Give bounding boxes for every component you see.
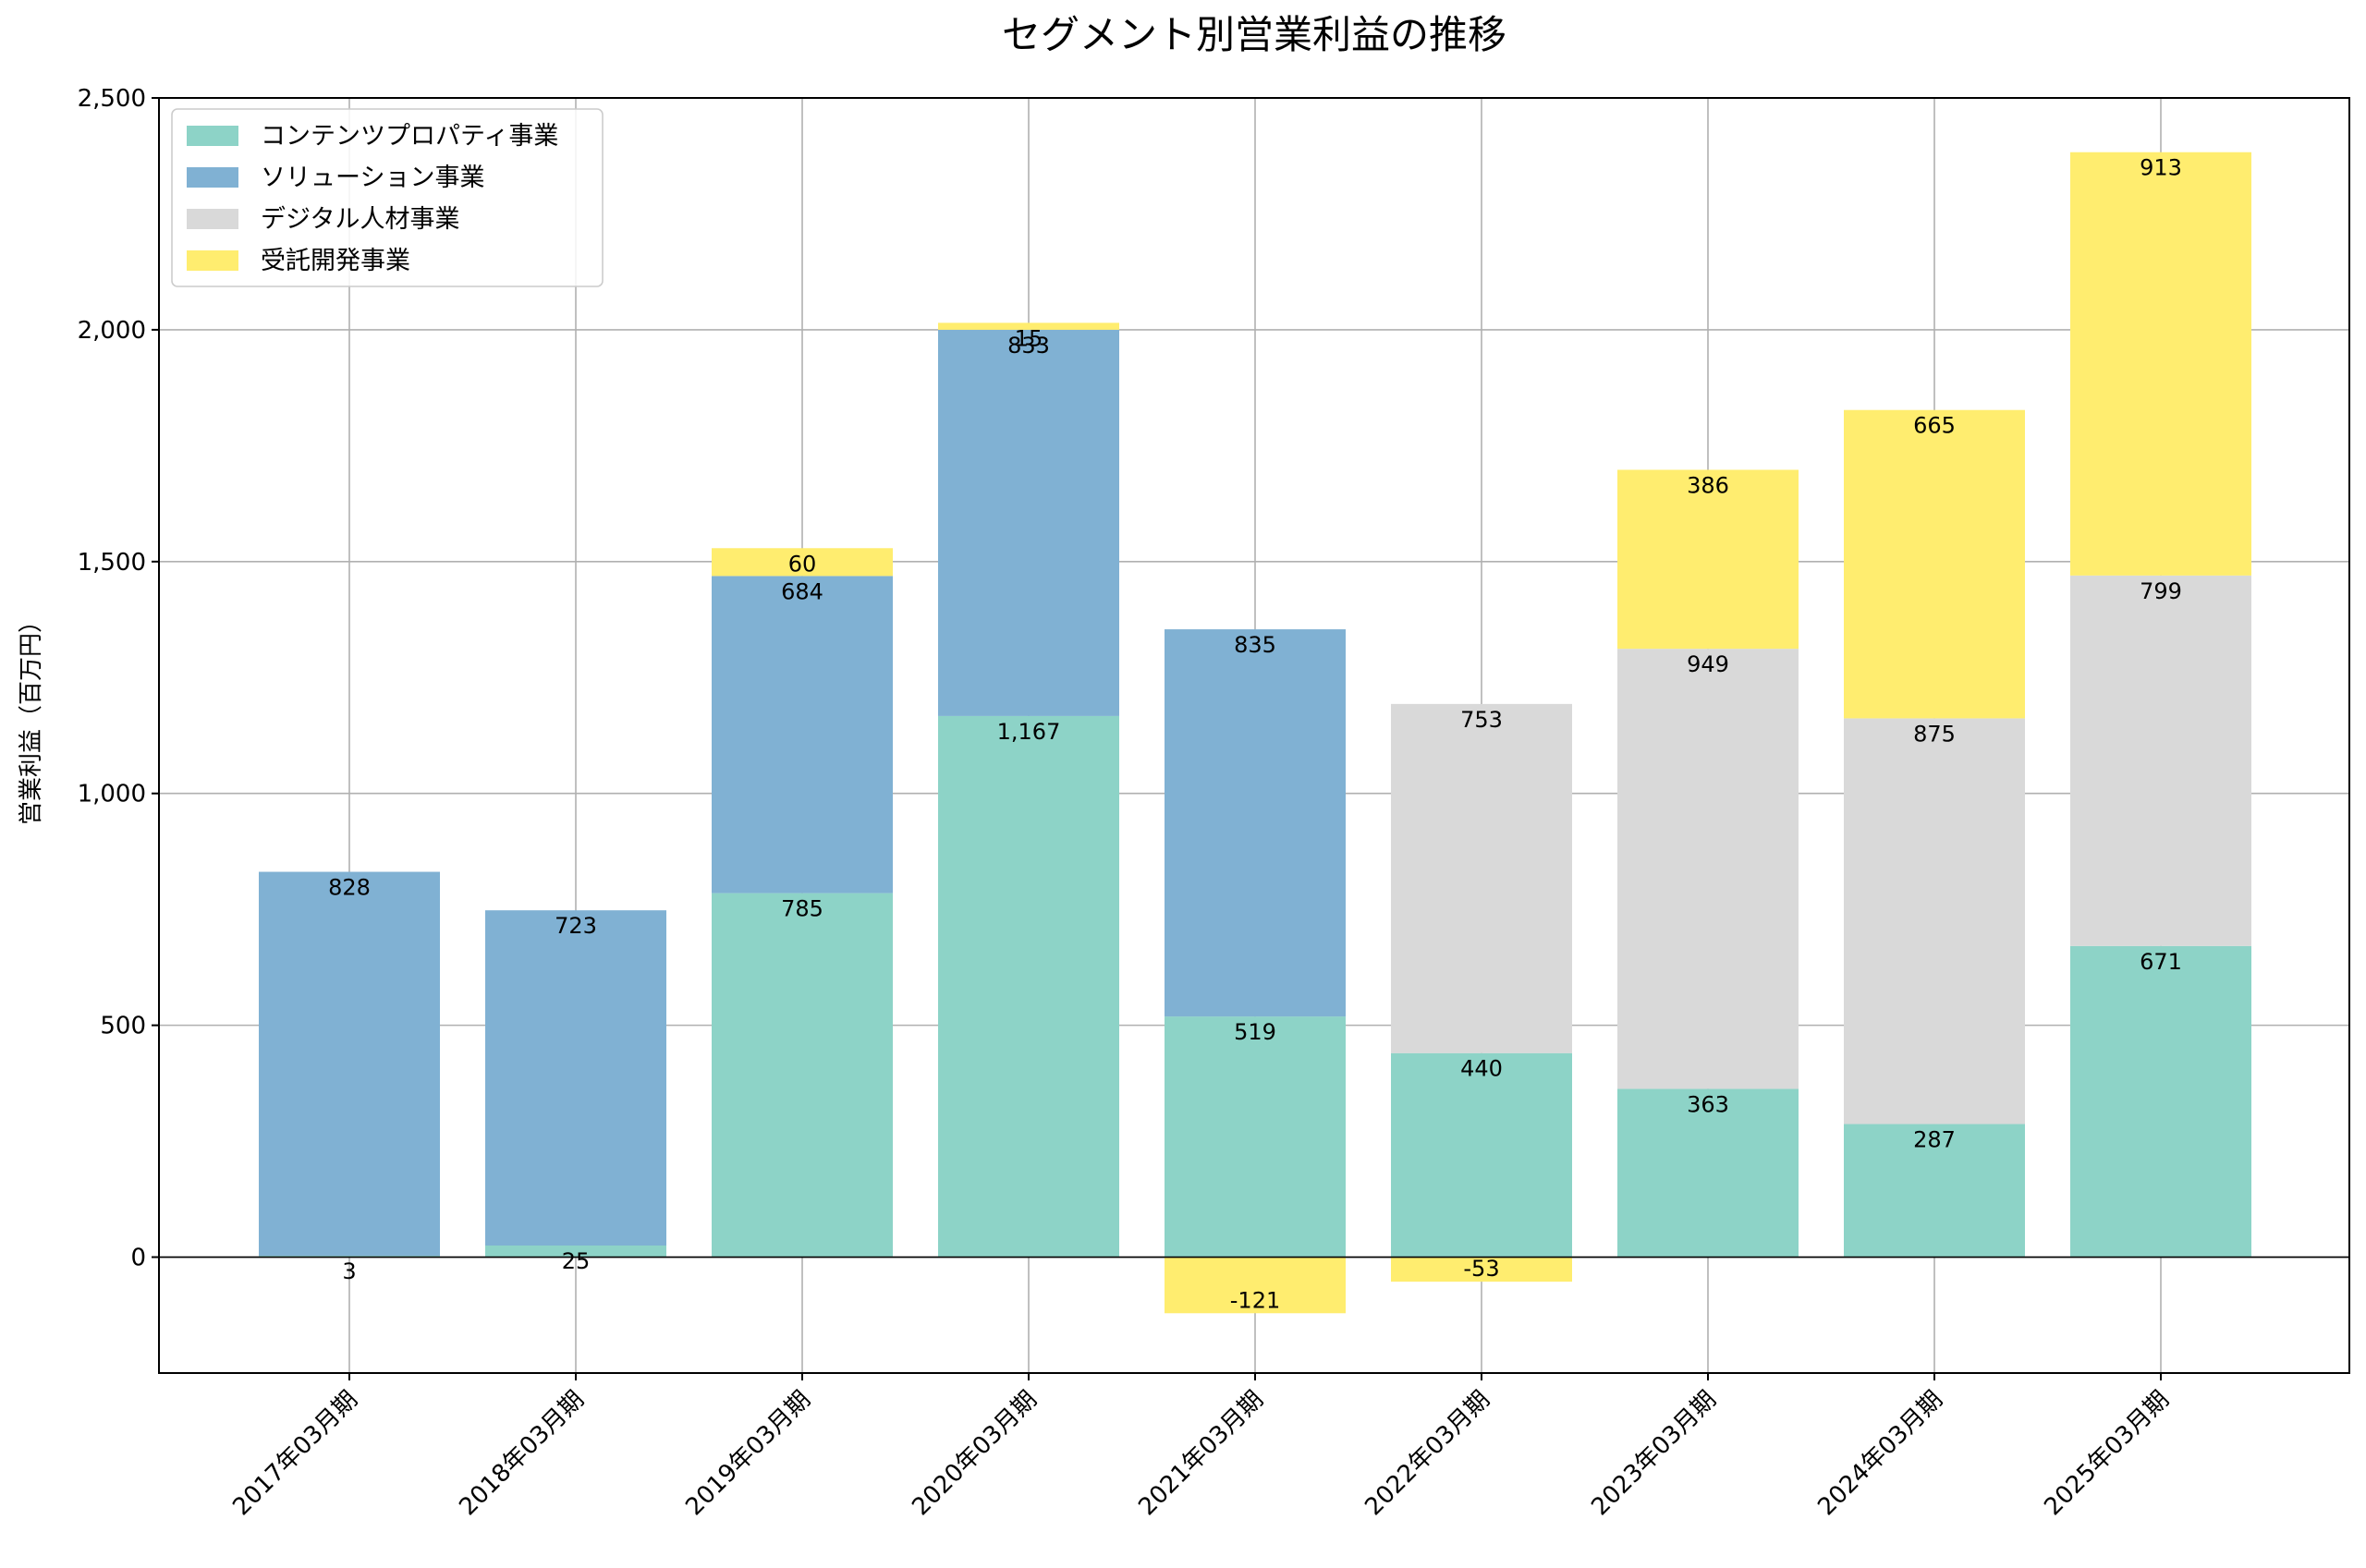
legend-swatch bbox=[187, 250, 238, 271]
bar-segment bbox=[1391, 1257, 1572, 1282]
x-tick-label: 2018年03月期 bbox=[454, 1386, 590, 1522]
value-label: 949 bbox=[1687, 651, 1729, 677]
bar-segment bbox=[1165, 629, 1346, 1017]
value-label: 3 bbox=[342, 1258, 356, 1284]
bar-segment bbox=[1617, 649, 1799, 1089]
legend-swatch bbox=[187, 209, 238, 229]
y-tick-label: 1,000 bbox=[78, 781, 146, 808]
bar-segment bbox=[938, 329, 1119, 716]
x-tick-label: 2020年03月期 bbox=[907, 1386, 1043, 1522]
y-tick-label: 1,500 bbox=[78, 549, 146, 577]
value-label: -121 bbox=[1230, 1287, 1280, 1313]
value-label: 363 bbox=[1687, 1091, 1729, 1117]
bar-segment bbox=[2070, 152, 2251, 576]
bar-segment bbox=[485, 910, 666, 1246]
bar-segment bbox=[1844, 718, 2025, 1124]
value-label: 1,167 bbox=[997, 719, 1061, 745]
bar-segment bbox=[1844, 1124, 2025, 1258]
bar-segment bbox=[1844, 409, 2025, 719]
bar-segment bbox=[1391, 1052, 1572, 1258]
value-label: 913 bbox=[2140, 155, 2182, 181]
bar-segment bbox=[712, 548, 893, 577]
bar-segment bbox=[1617, 469, 1799, 650]
bar-segment bbox=[938, 715, 1119, 1258]
bar-segment bbox=[712, 576, 893, 893]
x-tick-label: 2023年03月期 bbox=[1586, 1386, 1722, 1522]
value-label: 799 bbox=[2140, 578, 2182, 604]
x-tick-label: 2021年03月期 bbox=[1133, 1386, 1269, 1522]
bar-segment bbox=[1165, 1016, 1346, 1258]
x-tick-label: 2019年03月期 bbox=[680, 1386, 816, 1522]
x-tick-label: 2024年03月期 bbox=[1812, 1386, 1948, 1522]
bar-segment bbox=[1391, 703, 1572, 1053]
bars bbox=[259, 152, 2251, 1314]
value-label: 684 bbox=[781, 578, 823, 604]
value-label: 440 bbox=[1460, 1056, 1503, 1082]
bar-segment bbox=[2070, 945, 2251, 1258]
value-label: 835 bbox=[1234, 632, 1276, 658]
value-label: 833 bbox=[1007, 333, 1050, 359]
value-label: 828 bbox=[328, 875, 371, 901]
x-tick-label: 2025年03月期 bbox=[2039, 1386, 2175, 1522]
value-label: 665 bbox=[1913, 413, 1956, 439]
y-tick-label: 2,000 bbox=[78, 317, 146, 345]
value-label: 875 bbox=[1913, 721, 1956, 747]
value-label: 671 bbox=[2140, 949, 2182, 975]
value-label: 25 bbox=[562, 1248, 591, 1274]
value-label: 785 bbox=[781, 896, 823, 922]
bar-segment bbox=[938, 322, 1119, 330]
legend-swatch bbox=[187, 126, 238, 146]
value-label: 60 bbox=[788, 551, 817, 577]
x-tick-label: 2022年03月期 bbox=[1360, 1386, 1495, 1522]
legend-label: ソリューション事業 bbox=[261, 164, 484, 192]
bar-segment bbox=[485, 1246, 666, 1258]
legend-label: 受託開発事業 bbox=[261, 247, 410, 275]
legend-box bbox=[171, 108, 604, 287]
bar-segment bbox=[712, 893, 893, 1258]
value-label: 15 bbox=[1015, 325, 1043, 351]
bar-segment bbox=[2070, 575, 2251, 946]
value-label: -53 bbox=[1463, 1256, 1499, 1282]
bar-segment bbox=[1165, 1257, 1346, 1314]
y-tick-label: 500 bbox=[100, 1013, 146, 1040]
y-axis-label: 営業利益（百万円） bbox=[18, 609, 45, 825]
y-tick-label: 0 bbox=[130, 1245, 146, 1272]
value-label: 287 bbox=[1913, 1127, 1956, 1153]
bar-segment bbox=[1617, 1088, 1799, 1258]
x-tick-label: 2017年03月期 bbox=[227, 1386, 363, 1522]
value-label: 519 bbox=[1234, 1019, 1276, 1045]
value-label: 723 bbox=[555, 913, 597, 939]
y-tick-label: 2,500 bbox=[78, 85, 146, 113]
bar-segment bbox=[259, 871, 440, 1257]
legend-swatch bbox=[187, 167, 238, 188]
legend-label: コンテンツプロパティ事業 bbox=[261, 122, 558, 151]
chart-title: セグメント別営業利益の推移 bbox=[1002, 12, 1506, 57]
value-label: 386 bbox=[1687, 472, 1729, 498]
legend-label: デジタル人材事業 bbox=[261, 205, 459, 234]
value-label: 753 bbox=[1460, 707, 1503, 733]
